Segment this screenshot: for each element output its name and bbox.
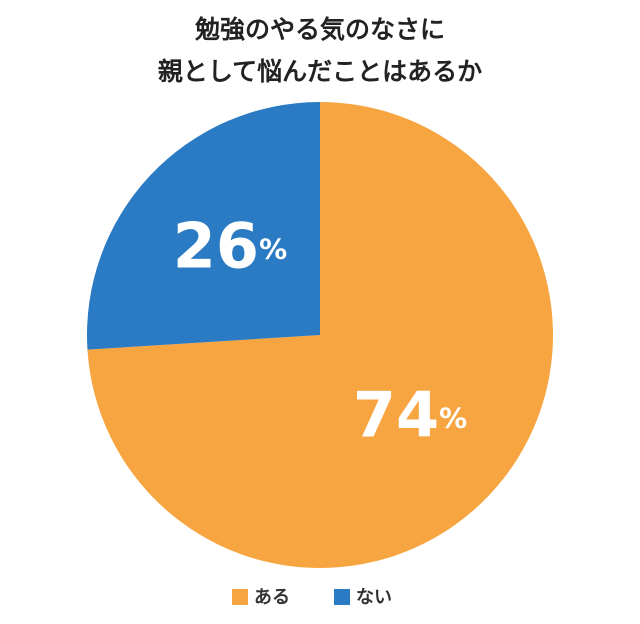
value-label: 74% bbox=[353, 379, 467, 452]
legend-swatch bbox=[232, 589, 248, 605]
chart-title: 親として悩んだことはあるか bbox=[158, 57, 482, 86]
value-label: 26% bbox=[173, 210, 287, 283]
legend-label: ある bbox=[254, 587, 290, 608]
chart-title: 勉強のやる気のなさに bbox=[194, 15, 445, 44]
legend-label: ない bbox=[356, 587, 392, 608]
legend-swatch bbox=[334, 589, 350, 605]
pie-slice bbox=[86, 102, 320, 350]
pie-slice bbox=[87, 102, 554, 568]
